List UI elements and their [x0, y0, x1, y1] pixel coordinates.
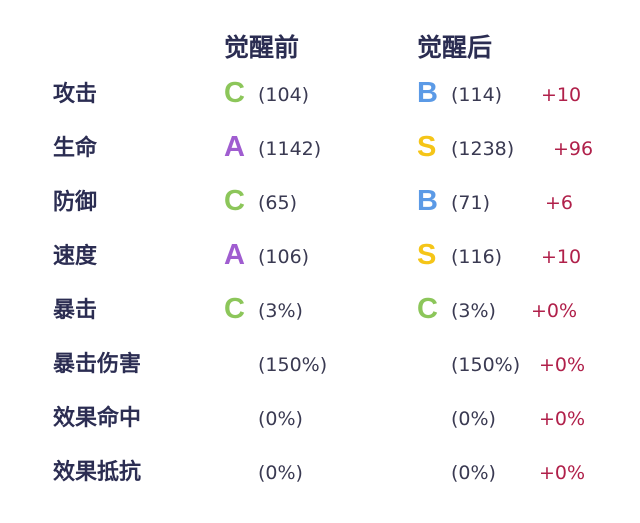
diff-value: +6: [545, 192, 574, 214]
after-value: (150%): [451, 354, 521, 376]
header-after: 觉醒后: [417, 33, 493, 62]
stat-row: 攻击 C (104) B (114) +10: [0, 77, 640, 134]
stat-label: 效果抵抗: [53, 460, 142, 485]
after-grade: S: [417, 131, 437, 163]
after-value: (114): [451, 84, 503, 106]
diff-value: +0%: [539, 408, 586, 430]
before-value: (0%): [258, 462, 303, 484]
stat-label: 暴击伤害: [53, 352, 142, 377]
stat-label: 生命: [53, 136, 98, 161]
before-value: (150%): [258, 354, 328, 376]
stat-label: 攻击: [53, 82, 98, 107]
before-value: (104): [258, 84, 310, 106]
before-grade: A: [224, 239, 245, 271]
after-grade: C: [417, 293, 438, 325]
before-value: (106): [258, 246, 310, 268]
diff-value: +0%: [531, 300, 578, 322]
before-grade: C: [224, 77, 245, 109]
stat-label: 效果命中: [53, 406, 142, 431]
header-before: 觉醒前: [224, 33, 300, 62]
diff-value: +10: [541, 246, 582, 268]
after-grade: B: [417, 185, 438, 217]
after-value: (0%): [451, 462, 496, 484]
before-value: (3%): [258, 300, 303, 322]
before-grade: C: [224, 293, 245, 325]
stat-row: 速度 A (106) S (116) +10: [0, 239, 640, 296]
after-grade: S: [417, 239, 437, 271]
before-grade: A: [224, 131, 245, 163]
stat-label: 速度: [53, 244, 98, 269]
after-value: (71): [451, 192, 491, 214]
diff-value: +96: [553, 138, 594, 160]
stat-row: 效果抵抗 (0%) (0%) +0%: [0, 458, 640, 512]
diff-value: +0%: [539, 462, 586, 484]
diff-value: +0%: [539, 354, 586, 376]
stat-row: 防御 C (65) B (71) +6: [0, 185, 640, 242]
before-value: (1142): [258, 138, 322, 160]
stat-row: 生命 A (1142) S (1238) +96: [0, 131, 640, 188]
before-grade: C: [224, 185, 245, 217]
stat-row: 暴击伤害 (150%) (150%) +0%: [0, 350, 640, 404]
after-value: (0%): [451, 408, 496, 430]
before-value: (0%): [258, 408, 303, 430]
after-value: (3%): [451, 300, 496, 322]
after-value: (116): [451, 246, 503, 268]
diff-value: +10: [541, 84, 582, 106]
stat-label: 防御: [53, 190, 98, 215]
after-value: (1238): [451, 138, 515, 160]
stat-label: 暴击: [53, 298, 98, 323]
after-grade: B: [417, 77, 438, 109]
before-value: (65): [258, 192, 298, 214]
stat-row: 效果命中 (0%) (0%) +0%: [0, 404, 640, 458]
stat-row: 暴击 C (3%) C (3%) +0%: [0, 293, 640, 350]
